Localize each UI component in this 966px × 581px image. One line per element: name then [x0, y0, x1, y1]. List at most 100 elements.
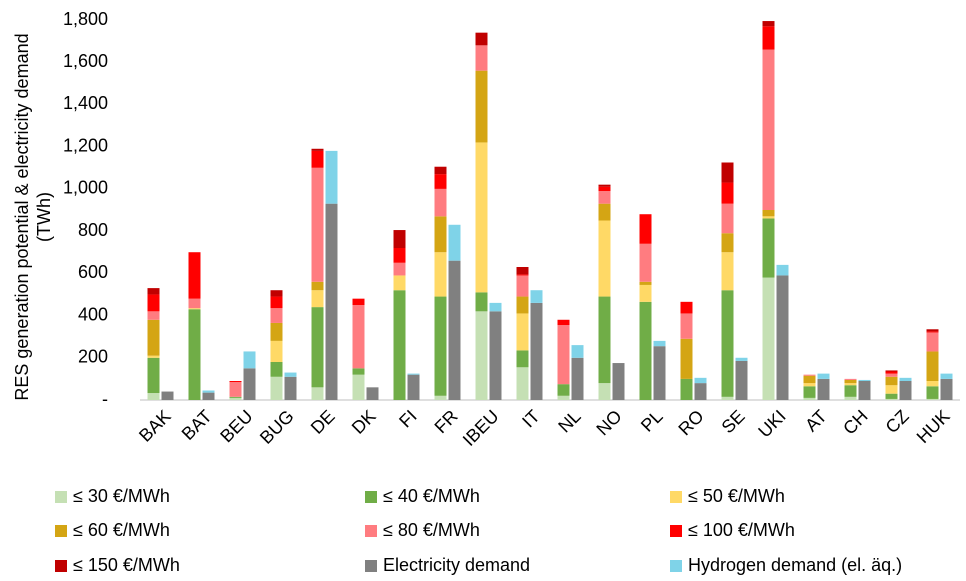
- bar-segment: [721, 203, 734, 234]
- bar-segment: [229, 397, 242, 400]
- bar-segment: [188, 308, 201, 310]
- bar-segment: [270, 308, 283, 323]
- bar-segment: [311, 387, 324, 400]
- bar-segment: [926, 329, 939, 332]
- bar-segment: [229, 382, 242, 397]
- bar-segment: [817, 378, 830, 400]
- bar-segment: [926, 386, 939, 399]
- bar-segment: [516, 275, 529, 297]
- x-tick-label: IBEU: [459, 406, 503, 450]
- bar-segment: [161, 391, 174, 400]
- bar-segment: [926, 351, 939, 381]
- legend-label: ≤ 60 €/MWh: [73, 520, 170, 540]
- y-tick-label: 400: [78, 304, 108, 324]
- bar-segment: [762, 216, 775, 219]
- bar-segment: [844, 383, 857, 386]
- bar-segment: [393, 290, 406, 400]
- bar-segment: [680, 338, 693, 379]
- bar-segment: [284, 372, 297, 377]
- bar-segment: [598, 191, 611, 204]
- bar-segment: [885, 373, 898, 377]
- bar-segment: [270, 322, 283, 341]
- legend-label: ≤ 40 €/MWh: [383, 486, 480, 506]
- bar-segment: [926, 332, 939, 352]
- bar-segment: [885, 398, 898, 400]
- bar-segment: [366, 387, 379, 400]
- y-tick-label: 1,800: [63, 9, 108, 29]
- legend-swatch: [55, 560, 67, 572]
- bar-segment: [598, 296, 611, 384]
- y-tick-label: 800: [78, 220, 108, 240]
- bar-segment: [940, 373, 953, 379]
- bar-segment: [680, 313, 693, 339]
- bar-segment: [803, 375, 816, 384]
- bar-segment: [434, 216, 447, 253]
- bar-segment: [858, 379, 871, 381]
- bar-segment: [803, 386, 816, 398]
- bar-segment: [147, 288, 160, 295]
- bar-segment: [598, 203, 611, 221]
- bar-segment: [844, 378, 857, 380]
- y-tick-label: 1,600: [63, 51, 108, 71]
- bar-segment: [516, 350, 529, 368]
- legend-label: ≤ 80 €/MWh: [383, 520, 480, 540]
- bar-segment: [229, 381, 242, 383]
- y-tick-label: 600: [78, 262, 108, 282]
- bar-segment: [270, 362, 283, 377]
- bar-segment: [147, 294, 160, 312]
- bar-segment: [885, 370, 898, 372]
- bar-segment: [311, 167, 324, 282]
- bar-segment: [352, 368, 365, 375]
- bar-segment: [270, 376, 283, 400]
- x-tick-label: CH: [839, 406, 872, 439]
- bar-segment: [147, 319, 160, 356]
- bar-segment: [844, 385, 857, 397]
- y-tick-label: 200: [78, 347, 108, 367]
- y-tick-label: 1,200: [63, 135, 108, 155]
- bar-segment: [311, 148, 324, 151]
- bar-segment: [885, 376, 898, 386]
- x-tick-label: PL: [637, 406, 667, 436]
- bar-segment: [229, 396, 242, 398]
- bar-segment: [694, 377, 707, 384]
- bar-segment: [762, 21, 775, 27]
- bar-segment: [680, 301, 693, 314]
- bar-segment: [653, 346, 666, 400]
- bar-segment: [612, 363, 625, 400]
- legend-swatch: [365, 491, 377, 503]
- x-tick-label: IT: [518, 406, 543, 431]
- x-tick-label: UKI: [754, 406, 789, 441]
- bar-segment: [434, 174, 447, 189]
- bar-segment: [844, 396, 857, 400]
- bar-segment: [311, 150, 324, 168]
- legend-swatch: [365, 525, 377, 537]
- bar-segment: [489, 311, 502, 400]
- x-tick-label: DK: [348, 406, 380, 438]
- bar-segment: [721, 252, 734, 291]
- bar-segment: [516, 267, 529, 275]
- bar-segment: [885, 393, 898, 399]
- bar-segment: [762, 218, 775, 278]
- bar-segment: [844, 379, 857, 384]
- bar-segment: [516, 313, 529, 351]
- bar-segment: [557, 325, 570, 385]
- bar-segment: [475, 32, 488, 46]
- bar-segment: [434, 296, 447, 396]
- bar-segment: [352, 374, 365, 400]
- legend-swatch: [670, 525, 682, 537]
- bar-segment: [147, 355, 160, 358]
- bar-segment: [721, 182, 734, 204]
- bar-segment: [639, 281, 652, 285]
- bar-segment: [557, 395, 570, 400]
- bar-segment: [202, 392, 215, 400]
- bar-segment: [530, 290, 543, 303]
- bar-segment: [776, 264, 789, 276]
- x-tick-label: BAK: [135, 406, 175, 446]
- bar-segment: [803, 397, 816, 400]
- bar-segment: [721, 162, 734, 183]
- x-tick-label: FR: [431, 406, 462, 437]
- bar-segment: [448, 260, 461, 400]
- bar-segment: [899, 377, 912, 381]
- legend-label: Hydrogen demand (el. äq.): [688, 555, 902, 575]
